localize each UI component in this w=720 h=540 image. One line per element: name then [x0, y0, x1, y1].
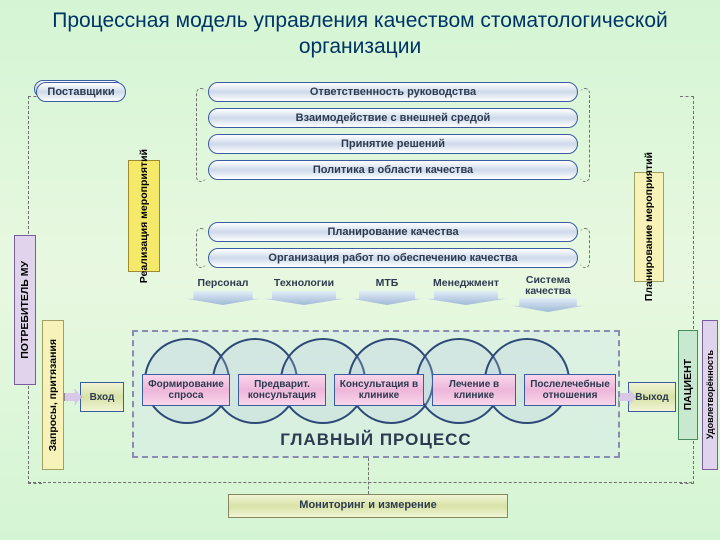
side-requests: Запросы, притязания [42, 320, 64, 470]
step-4: Лечение в клинике [432, 374, 516, 406]
page-title: Процессная модель управления качеством с… [0, 0, 720, 65]
side-consumer: ПОТРЕБИТЕЛЬ МУ [14, 235, 36, 385]
step-5: Послелечебные отношения [524, 374, 616, 406]
side-realization: Реализация мероприятий [128, 160, 160, 272]
res-arrow-icon [186, 291, 260, 305]
step-1: Формирование спроса [142, 374, 230, 406]
step-2: Предварит. консультация [238, 374, 326, 406]
suppliers-label: Поставщики [47, 86, 114, 98]
res-arrow-icon [426, 291, 506, 305]
side-satisfaction: Удовлетворённость [702, 320, 718, 470]
gov-4: Политика в области качества [208, 160, 578, 180]
main-process-container: Формирование спроса Предварит. консульта… [132, 330, 620, 458]
res-1: Персонал [186, 277, 260, 305]
gov-3: Принятие решений [208, 134, 578, 154]
side-planning: Планирование мероприятий [634, 172, 664, 282]
monitoring-box: Мониторинг и измерение [228, 494, 508, 518]
gov-curve-r [580, 88, 590, 182]
input-box: Вход [80, 382, 124, 412]
res-4: Менеджмент [426, 277, 506, 305]
plan-1: Планирование качества [208, 222, 578, 242]
res-arrow-icon [512, 298, 584, 312]
suppliers-box: Поставщики [36, 82, 126, 102]
gov-2: Взаимодействие с внешней средой [208, 108, 578, 128]
step-3: Консультация в клинике [334, 374, 424, 406]
gov-1: Ответственность руководства [208, 82, 578, 102]
plan-curve-l [196, 228, 206, 268]
plan-2: Организация работ по обеспечению качеств… [208, 248, 578, 268]
res-arrow-icon [352, 291, 422, 305]
res-2: Технологии [264, 277, 344, 305]
res-5: Система качества [512, 275, 584, 312]
plan-curve-r [580, 228, 590, 268]
res-arrow-icon [264, 291, 344, 305]
gov-curve-l [196, 88, 206, 182]
main-process-label: ГЛАВНЫЙ ПРОЦЕСС [134, 430, 618, 450]
main-to-monitor [368, 458, 369, 494]
res-3: МТБ [352, 277, 422, 305]
side-patient: ПАЦИЕНТ [678, 330, 698, 440]
